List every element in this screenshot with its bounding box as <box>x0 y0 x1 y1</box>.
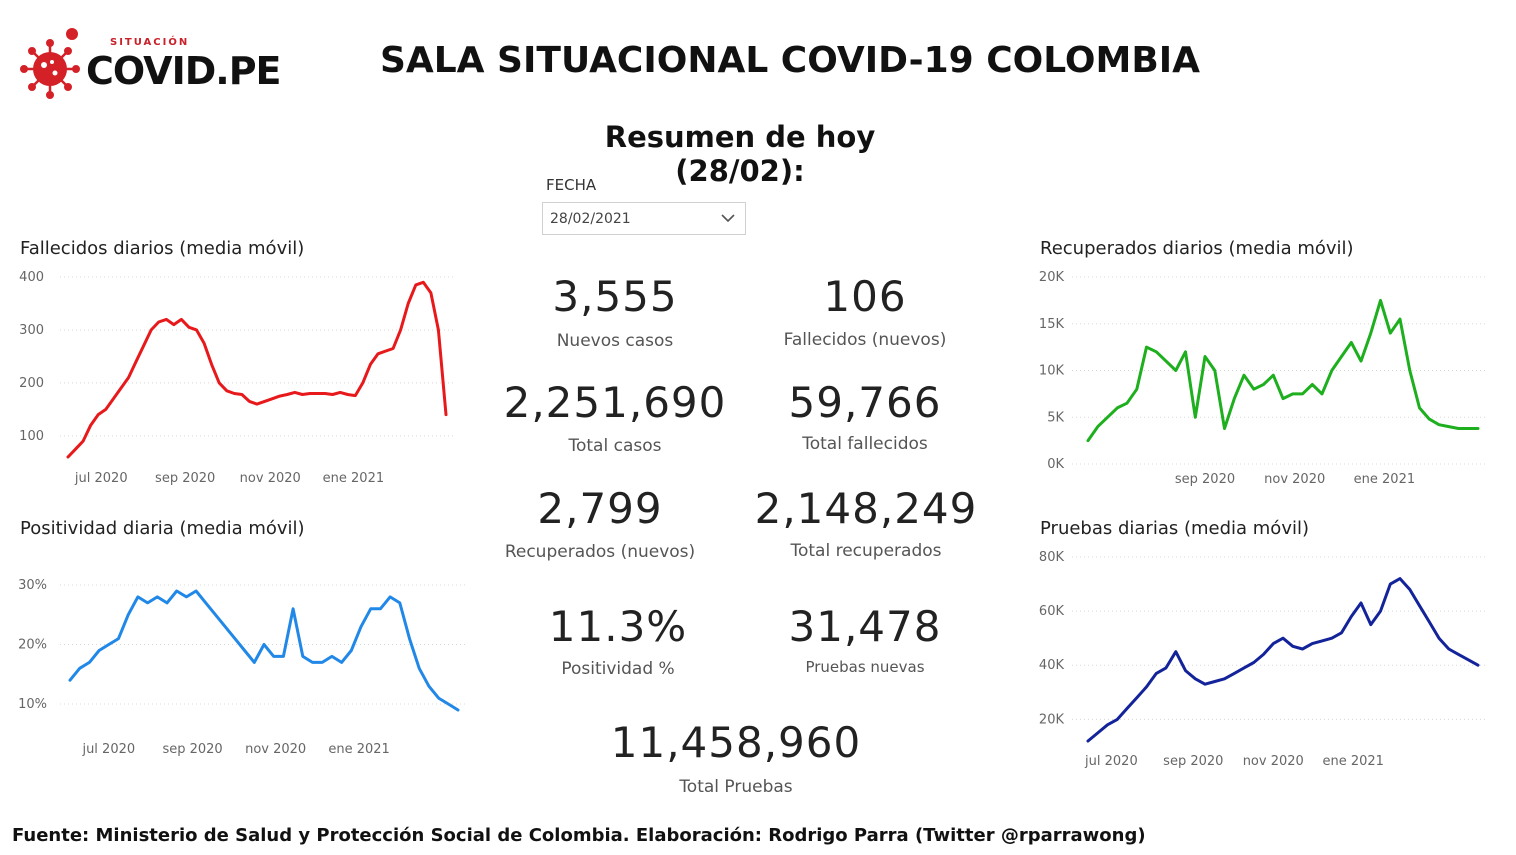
y-tick-label: 0K <box>1047 457 1064 472</box>
kpi-positivity-label: Positividad % <box>561 659 675 679</box>
kpi-total-deaths-value: 59,766 <box>788 378 942 427</box>
kpi-new-recovered-value: 2,799 <box>537 484 663 533</box>
chart-title-positivity: Positividad diaria (media móvil) <box>20 518 305 539</box>
kpi-new-tests-value: 31,478 <box>788 602 942 651</box>
summary-subtitle: Resumen de hoy (28/02): <box>604 120 876 188</box>
y-tick-label: 30% <box>18 578 47 593</box>
kpi-total-recovered-label: Total recuperados <box>790 541 942 561</box>
chart-title-tests: Pruebas diarias (media móvil) <box>1040 518 1309 539</box>
kpi-positivity-value: 11.3% <box>548 602 688 651</box>
x-tick-label: ene 2021 <box>1322 754 1383 769</box>
tests-line-chart: 20K 40K 60K 80K jul 2020 sep 2020 nov 2020 ene … <box>1039 550 1488 769</box>
page-title: SALA SITUACIONAL COVID-19 COLOMBIA <box>379 40 1201 81</box>
kpi-new-deaths-value: 106 <box>823 272 907 321</box>
series-line <box>68 589 460 712</box>
x-tick-label: ene 2021 <box>328 742 389 757</box>
y-tick-label: 100 <box>19 429 44 444</box>
x-tick-label: nov 2020 <box>240 471 301 486</box>
y-tick-label: 10K <box>1039 364 1065 379</box>
y-tick-label: 20K <box>1039 712 1065 727</box>
y-tick-label: 20K <box>1039 270 1065 285</box>
virus-icon <box>20 28 80 99</box>
series-line <box>1086 298 1480 443</box>
logo-main-text: COVID.PE <box>86 49 282 93</box>
positivity-line-chart: 10% 20% 30% jul 2020 sep 2020 nov 2020 ene 202… <box>18 578 465 757</box>
recovered-line-chart: 0K 5K 10K 15K 20K sep 2020 nov 2020 ene 2021 <box>1039 270 1488 487</box>
date-filter-value: 28/02/2021 <box>550 211 631 227</box>
date-filter-dropdown[interactable]: 28/02/2021 <box>542 202 746 235</box>
x-tick-label: jul 2020 <box>81 742 135 757</box>
y-tick-label: 5K <box>1047 410 1064 425</box>
deaths-line-chart: 100 200 300 400 jul 2020 sep 2020 nov 2020 ene … <box>19 270 455 486</box>
y-tick-label: 400 <box>19 270 44 285</box>
x-tick-label: sep 2020 <box>1175 472 1235 487</box>
kpi-new-tests-label: Pruebas nuevas <box>805 658 925 676</box>
x-tick-label: sep 2020 <box>1163 754 1223 769</box>
y-tick-label: 20% <box>18 638 47 653</box>
y-tick-label: 300 <box>19 323 44 338</box>
footer-source: Fuente: Ministerio de Salud y Protección… <box>12 825 1146 846</box>
kpi-new-cases-label: Nuevos casos <box>556 331 674 351</box>
logo-top-text: SITUACIÓN <box>110 37 190 48</box>
y-tick-label: 10% <box>18 697 47 712</box>
x-tick-label: ene 2021 <box>323 471 384 486</box>
kpi-total-recovered-value: 2,148,249 <box>754 484 978 533</box>
x-tick-label: nov 2020 <box>1264 472 1325 487</box>
chart-title-recovered: Recuperados diarios (media móvil) <box>1040 238 1354 259</box>
y-tick-label: 40K <box>1039 658 1065 673</box>
y-tick-label: 60K <box>1039 604 1065 619</box>
kpi-new-recovered-label: Recuperados (nuevos) <box>504 542 696 562</box>
x-tick-label: ene 2021 <box>1354 472 1415 487</box>
chart-title-deaths: Fallecidos diarios (media móvil) <box>20 238 305 259</box>
kpi-total-cases-label: Total casos <box>568 436 662 456</box>
series-line <box>1086 577 1480 743</box>
y-tick-label: 80K <box>1039 550 1065 565</box>
x-tick-label: nov 2020 <box>245 742 306 757</box>
x-tick-label: nov 2020 <box>1243 754 1304 769</box>
x-tick-label: sep 2020 <box>162 742 222 757</box>
kpi-total-cases-value: 2,251,690 <box>503 378 727 427</box>
kpi-new-deaths-label: Fallecidos (nuevos) <box>783 330 947 350</box>
x-tick-label: jul 2020 <box>74 471 128 486</box>
date-filter-label: FECHA <box>546 176 597 194</box>
y-tick-label: 200 <box>19 376 44 391</box>
logo: SITUACIÓN COVID.PE <box>20 25 282 100</box>
x-tick-label: jul 2020 <box>1084 754 1138 769</box>
x-tick-label: sep 2020 <box>155 471 215 486</box>
kpi-total-tests-label: Total Pruebas <box>679 777 793 797</box>
kpi-total-tests-value: 11,458,960 <box>610 718 862 767</box>
series-line <box>66 280 448 459</box>
kpi-new-cases-value: 3,555 <box>552 272 678 321</box>
kpi-total-deaths-label: Total fallecidos <box>802 434 928 454</box>
y-tick-label: 15K <box>1039 317 1065 332</box>
chevron-down-icon <box>721 214 735 223</box>
